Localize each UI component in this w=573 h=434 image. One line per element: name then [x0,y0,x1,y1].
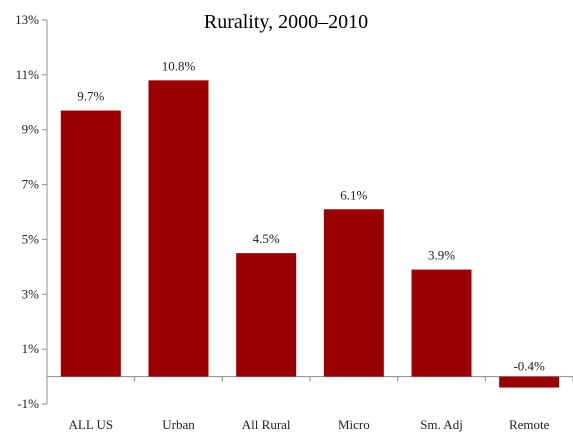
y-tick-label: 7% [22,177,40,192]
y-tick-label: 9% [22,122,40,137]
data-label: 10.8% [162,58,196,73]
y-tick-label: 11% [16,67,40,82]
y-tick-label: 1% [22,341,40,356]
x-tick-label: ALL US [69,417,114,432]
data-label: 9.7% [77,89,104,104]
y-tick-label: -1% [17,396,39,411]
data-label: 3.9% [428,248,455,263]
x-tick-label: Remote [509,417,550,432]
bar [236,253,297,377]
data-label: 4.5% [253,231,280,246]
y-tick-label: 13% [15,12,39,27]
bar [60,110,121,377]
chart-title: Rurality, 2000–2010 [204,11,368,33]
data-label: 6.1% [340,187,367,202]
bar [148,80,209,377]
bar [411,269,472,377]
y-tick-label: 3% [22,286,40,301]
labels: 9.7% ALL US 10.8% Urban 4.5% All Rural 6.1% Mic… [69,58,550,432]
bar [499,376,560,388]
axes: -1% 1% 3% 5% 7% 9% 11% 13% [15,12,573,411]
x-tick-label: Urban [162,417,195,432]
x-tick-label: All Rural [242,417,291,432]
x-tick-label: Micro [338,417,370,432]
y-tick-label: 5% [22,231,40,246]
bar [323,209,384,377]
bars [60,80,560,388]
x-tick-label: Sm. Adj [420,417,463,432]
data-label: -0.4% [513,359,545,374]
